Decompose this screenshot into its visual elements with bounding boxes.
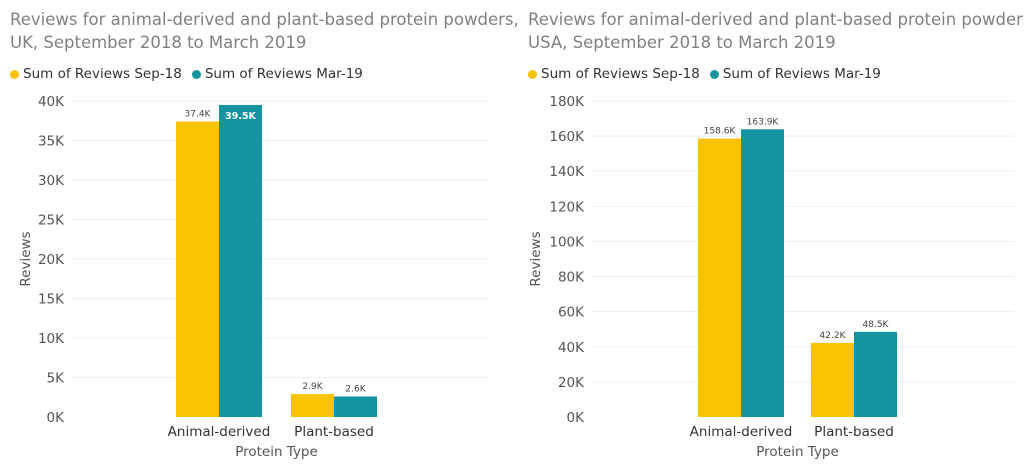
legend-marker-mar19 [709,69,719,79]
x-tick-label: Plant-based [294,424,374,440]
chart-title-line-1: Reviews for animal-derived and plant-bas… [10,10,519,29]
bar-mar19 [854,331,897,417]
y-tick-label: 35K [38,134,65,150]
data-label: 48.5K [863,320,890,330]
legend-marker-sep18 [10,69,19,79]
y-tick-label: 180K [549,94,585,110]
chart-title: Reviews for animal-derived and plant-bas… [528,8,1024,54]
bar-sep18 [291,394,334,417]
chart-title: Reviews for animal-derived and plant-bas… [10,8,519,54]
y-tick-label: 30K [38,173,65,189]
chart-legend: Sum of Reviews Sep-18 Sum of Reviews Mar… [528,66,881,82]
y-tick-label: 160K [549,129,585,145]
legend-item-mar19[interactable]: Sum of Reviews Mar-19 [191,66,363,82]
data-label: 2.9K [302,382,323,392]
y-tick-label: 120K [549,199,585,215]
bar-mar19 [741,129,784,417]
y-tick-label: 100K [549,234,585,250]
legend-item-sep18[interactable]: Sum of Reviews Sep-18 [10,66,182,82]
data-label: 163.9K [747,117,780,127]
y-tick-label: 20K [38,252,65,268]
y-tick-label: 20K [558,375,585,391]
legend-label-mar19: Sum of Reviews Mar-19 [204,66,363,82]
legend-label-sep18: Sum of Reviews Sep-18 [541,66,700,82]
legend-item-mar19[interactable]: Sum of Reviews Mar-19 [709,66,881,82]
y-axis-title: Reviews [528,231,544,286]
chart-plot-area: 0K 20K 40K 60K 80K 100K 120K 140K 160K 180K 158.6K… [528,94,1014,460]
bar-sep18 [176,121,219,417]
legend-item-sep18[interactable]: Sum of Reviews Sep-18 [528,66,700,82]
chart-plot-area: 0K 5K 10K 15K 20K 25K 30K 35K 40K 37.4K 39.5K Anima… [18,94,488,460]
y-tick-label: 80K [558,270,585,286]
y-tick-label: 0K [47,410,66,426]
bar-mar19 [219,104,262,417]
legend-label-sep18: Sum of Reviews Sep-18 [23,66,182,82]
x-axis-title: Protein Type [756,444,839,460]
chart-legend: Sum of Reviews Sep-18 Sum of Reviews Mar… [10,66,363,82]
bar-mar19 [334,396,377,417]
y-tick-label: 60K [558,305,585,321]
chart-title-line-1: Reviews for animal-derived and plant-bas… [528,10,1024,29]
legend-label-mar19: Sum of Reviews Mar-19 [722,66,881,82]
data-label: 42.2K [820,331,847,341]
bar-sep18 [698,138,741,417]
data-label: 158.6K [704,127,737,137]
legend-marker-mar19 [191,69,201,79]
data-label: 37.4K [185,110,212,120]
y-tick-label: 10K [38,331,65,347]
x-tick-label: Animal-derived [690,424,793,440]
legend-marker-sep18 [528,69,537,79]
y-tick-label: 5K [47,371,66,387]
data-label: 2.6K [345,384,366,394]
x-tick-label: Animal-derived [168,424,271,440]
y-axis-title: Reviews [18,231,34,286]
y-tick-label: 0K [567,410,586,426]
y-tick-label: 140K [549,164,585,180]
y-tick-label: 15K [38,292,65,308]
chart-usa: Reviews for animal-derived and plant-bas… [520,0,1024,468]
chart-title-line-2: UK, September 2018 to March 2019 [10,33,307,52]
bar-sep18 [811,342,854,417]
y-tick-label: 40K [38,94,65,110]
x-tick-label: Plant-based [814,424,894,440]
chart-uk: Reviews for animal-derived and plant-bas… [0,0,519,468]
chart-title-line-2: USA, September 2018 to March 2019 [528,33,836,52]
x-axis-title: Protein Type [235,444,318,460]
data-label: 39.5K [225,111,256,122]
y-tick-label: 25K [38,213,65,229]
y-tick-label: 40K [558,340,585,356]
